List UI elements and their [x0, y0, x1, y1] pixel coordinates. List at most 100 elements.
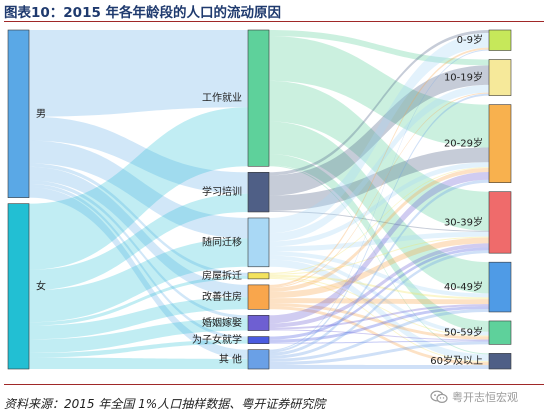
link-work-a30 [269, 80, 489, 231]
link-family-a20 [269, 162, 489, 247]
link-other-a0 [269, 49, 489, 351]
node-family [247, 217, 270, 268]
label-family: 随同迁移 [202, 235, 242, 248]
node-a20 [488, 104, 512, 183]
link-marriage-a30 [269, 243, 489, 328]
label-a20: 20-29岁 [444, 137, 483, 150]
sankey-nodes [7, 29, 512, 370]
node-female [7, 203, 30, 370]
link-female-study [29, 193, 248, 291]
link-demolish-a30 [269, 236, 489, 275]
link-female-marriage [29, 318, 248, 354]
link-female-work [29, 107, 248, 270]
link-housing-a0 [269, 47, 489, 287]
label-female: 女 [36, 279, 46, 292]
link-female-other [29, 357, 248, 369]
link-family-a0 [269, 32, 489, 234]
link-family-a30 [269, 231, 489, 252]
node-demolish [247, 272, 270, 280]
node-a30 [488, 191, 512, 254]
node-other [247, 349, 270, 370]
link-other-a30 [269, 250, 489, 359]
link-housing-a40 [269, 298, 489, 305]
label-study: 学习培训 [202, 185, 242, 198]
source-note: 资料来源：2015 年全国 1%人口抽样数据、粤开证券研究院 [4, 397, 326, 411]
link-marriage-a20 [269, 171, 489, 324]
link-marriage-a40 [269, 304, 489, 330]
node-housing [247, 284, 270, 310]
node-a0 [488, 29, 512, 51]
node-marriage [247, 314, 270, 331]
node-male [7, 29, 30, 198]
watermark-text: 粤开志恒宏观 [452, 391, 518, 404]
link-housing-a20 [269, 168, 489, 293]
link-male-other [29, 187, 248, 359]
node-a40 [488, 261, 512, 313]
link-other-a10 [269, 93, 489, 353]
link-housing-a50 [269, 303, 489, 340]
link-children-a40 [269, 306, 489, 343]
link-work-a40 [269, 121, 489, 294]
link-other-a20 [269, 179, 489, 356]
link-male-children [29, 183, 248, 340]
watermark: 粤开志恒宏观 [430, 387, 518, 407]
link-male-marriage [29, 180, 248, 319]
link-other-a40 [269, 309, 489, 362]
node-a10 [488, 59, 512, 96]
link-male-demolish [29, 163, 248, 276]
wechat-icon [430, 390, 448, 403]
link-female-demolish [29, 275, 248, 326]
node-a50 [488, 320, 512, 345]
link-housing-a30 [269, 237, 489, 299]
node-children [247, 336, 270, 344]
link-family-a60 [269, 259, 489, 362]
link-demolish-a20 [269, 167, 489, 274]
link-marriage-a50 [269, 329, 489, 341]
label-a40: 40-49岁 [444, 280, 483, 293]
label-a10: 10-19岁 [444, 71, 483, 84]
label-work: 工作就业 [202, 91, 242, 104]
node-study [247, 171, 270, 213]
link-demolish-a50 [269, 276, 489, 337]
link-demolish-a60 [269, 277, 489, 363]
link-male-housing [29, 166, 248, 298]
node-work [247, 29, 270, 167]
node-a60 [488, 353, 512, 370]
link-male-family [29, 140, 248, 239]
link-housing-a60 [269, 306, 489, 366]
link-family-a50 [269, 255, 489, 336]
title-divider [4, 21, 544, 22]
label-other: 其 他 [219, 352, 242, 365]
link-family-a40 [269, 251, 489, 298]
link-work-a60 [269, 165, 489, 355]
link-family-a10 [269, 84, 489, 242]
link-male-study [29, 116, 248, 194]
link-children-a50 [269, 340, 489, 344]
link-study-a20 [269, 147, 489, 211]
link-work-a20 [269, 36, 489, 148]
link-work-a50 [269, 154, 489, 332]
label-a0: 0-9岁 [457, 33, 483, 46]
label-a60: 60岁及以上 [430, 354, 483, 367]
link-demolish-a40 [269, 274, 489, 300]
link-female-children [29, 339, 248, 358]
link-children-a30 [269, 247, 489, 340]
sankey-links [29, 30, 489, 369]
link-housing-a10 [269, 92, 489, 288]
label-marriage: 婚姻嫁娶 [202, 316, 242, 329]
label-housing: 改善住房 [202, 290, 242, 303]
link-male-work [29, 30, 248, 117]
label-male: 男 [36, 108, 46, 120]
link-study-a30 [269, 210, 489, 232]
link-study-a0 [269, 30, 489, 176]
link-other-a60 [269, 364, 489, 369]
page-title: 图表10：2015 年各年龄段的人口的流动原因 [4, 5, 282, 21]
link-work-a10 [269, 30, 489, 66]
link-study-a10 [269, 65, 489, 196]
link-other-a50 [269, 341, 489, 365]
link-female-housing [29, 297, 248, 340]
label-a30: 30-39岁 [444, 215, 483, 228]
label-demolish: 房屋拆迁 [202, 269, 242, 282]
